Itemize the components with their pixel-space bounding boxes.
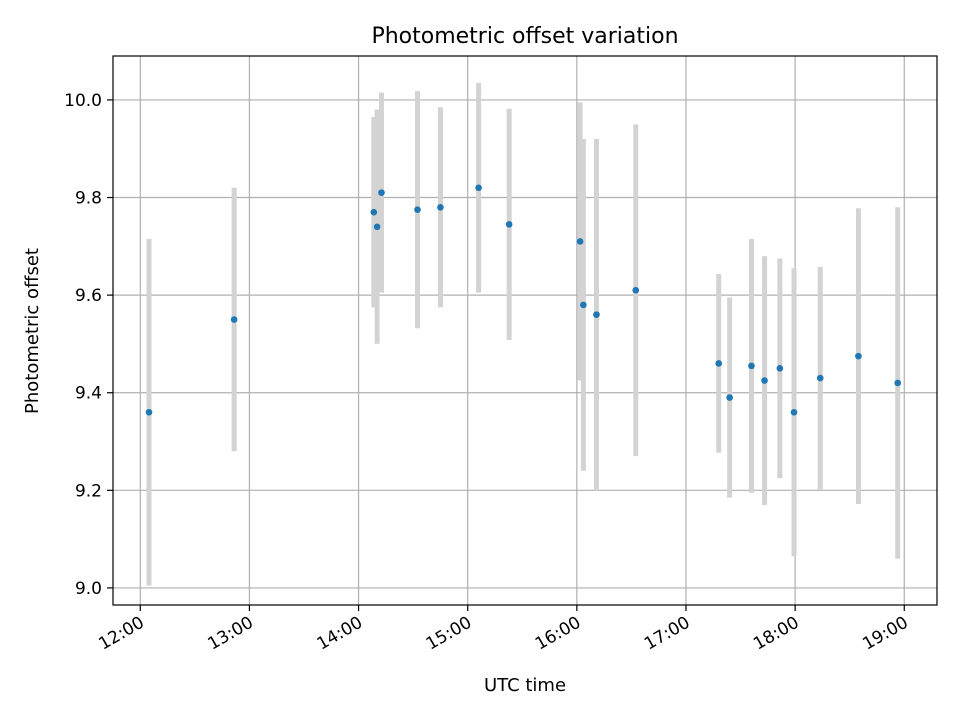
data-point: [894, 379, 902, 387]
data-point: [414, 206, 421, 214]
chart-title: Photometric offset variation: [371, 24, 678, 49]
data-point: [373, 223, 381, 231]
data-point: [790, 408, 798, 416]
data-point: [230, 316, 238, 323]
data-point: [816, 374, 824, 382]
data-point: [475, 184, 482, 192]
data-point: [370, 208, 378, 216]
y-tick-label: 10.0: [64, 91, 102, 111]
data-point: [505, 221, 513, 228]
data-point: [715, 360, 723, 367]
data-point: [761, 377, 768, 384]
data-point: [378, 189, 385, 196]
plot-frame: [112, 55, 938, 606]
y-tick-label: 9.2: [75, 481, 102, 501]
y-tick-label: 9.8: [75, 189, 102, 209]
data-point: [593, 311, 600, 318]
data-point: [776, 365, 784, 372]
y-axis-label: Photometric offset: [22, 248, 43, 414]
y-tick-label: 9.4: [75, 384, 102, 404]
data-point: [748, 362, 755, 370]
data-point: [632, 286, 640, 294]
data-point: [576, 238, 584, 245]
y-tick-label: 9.0: [75, 579, 102, 599]
data-points: [145, 184, 902, 416]
grid: [113, 56, 937, 605]
data-point: [855, 352, 862, 360]
x-axis-label: UTC time: [484, 675, 566, 696]
data-point: [726, 394, 733, 401]
y-tick-label: 9.6: [75, 286, 102, 306]
data-point: [580, 301, 587, 309]
data-point: [437, 203, 444, 211]
data-point: [145, 408, 153, 416]
